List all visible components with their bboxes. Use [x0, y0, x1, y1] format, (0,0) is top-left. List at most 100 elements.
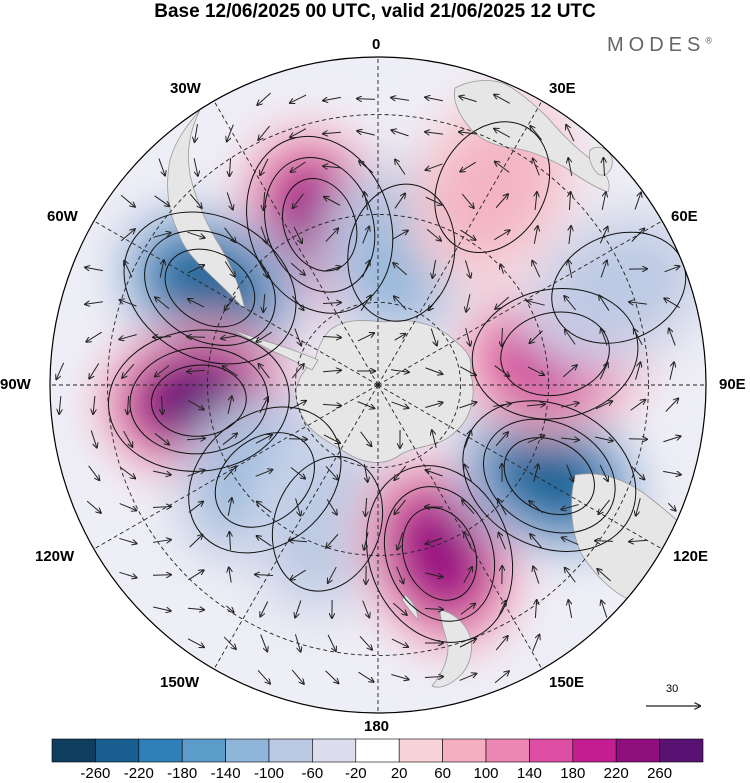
wind-arrow — [424, 677, 443, 678]
wind-arrow — [566, 125, 575, 142]
wind-arrow — [561, 403, 578, 408]
wind-arrow — [290, 262, 305, 275]
wind-arrow — [188, 299, 205, 308]
wind-arrow — [120, 194, 135, 207]
colorbar-tick-label: -60 — [301, 765, 324, 782]
contour-line — [503, 437, 595, 516]
wind-arrow — [465, 260, 470, 277]
wind-arrow — [187, 231, 204, 238]
wind-arrow — [663, 471, 681, 474]
wind-arrow — [193, 158, 198, 176]
lon-label-150e: 150E — [549, 674, 585, 691]
colorbar-tick-label: -20 — [344, 765, 367, 782]
wind-arrow — [260, 260, 267, 278]
wind-arrow — [459, 639, 476, 648]
wind-arrow — [459, 96, 477, 103]
wind-arrow — [257, 536, 272, 547]
wind-arrow — [292, 295, 303, 310]
meridian-line — [377, 384, 663, 550]
wind-arrow — [495, 636, 508, 651]
anomaly-contours — [108, 121, 687, 643]
wind-arrow — [258, 125, 271, 140]
wind-arrow — [495, 296, 510, 309]
wind-arrow — [631, 466, 645, 480]
wind-arrow — [495, 194, 508, 209]
wind-arrow — [533, 566, 540, 584]
wind-arrow — [394, 465, 407, 480]
wind-arrow — [532, 635, 540, 652]
wind-arrow — [494, 365, 510, 377]
wind-arrow — [259, 397, 268, 414]
wind-arrow — [122, 363, 135, 378]
colorbar-tick-label: -100 — [253, 765, 285, 782]
colorbar-swatch — [268, 738, 313, 763]
contour-line — [500, 311, 610, 397]
wind-arrow — [461, 193, 473, 208]
wind-arrow — [391, 130, 409, 137]
wind-arrow — [426, 470, 443, 477]
wind-arrow — [494, 95, 511, 104]
wind-arrow — [494, 230, 509, 241]
wind-arrow — [459, 402, 476, 409]
wind-arrow — [229, 567, 231, 583]
wind-arrow — [393, 263, 408, 276]
meridian-line — [93, 384, 379, 550]
wind-arrow — [290, 94, 307, 103]
wind-arrow — [425, 572, 443, 577]
wind-arrow — [59, 395, 61, 414]
wind-arrow — [530, 126, 543, 141]
lon-label-30e: 30E — [549, 80, 576, 97]
wind-arrow — [527, 435, 545, 443]
wind-arrow — [119, 537, 136, 543]
wind-arrow — [120, 300, 137, 307]
wind-arrow — [328, 566, 337, 583]
colorbar-swatch — [615, 738, 660, 763]
graticule — [50, 57, 706, 713]
wind-arrow — [394, 334, 406, 341]
colorbar-tick-label: 260 — [647, 765, 673, 782]
wind-arrow — [188, 502, 203, 513]
wind-arrow — [289, 540, 308, 542]
wind-arrow — [425, 196, 442, 204]
wind-arrow — [533, 464, 538, 482]
wind-arrow — [494, 129, 511, 138]
wind-arrow — [291, 669, 304, 684]
wind-arrow — [152, 506, 171, 507]
wind-arrow — [295, 600, 302, 617]
wind-arrow — [459, 366, 476, 376]
wind-arrow — [599, 227, 607, 244]
colorbar-swatch — [398, 738, 443, 763]
wind-arrow — [224, 227, 236, 242]
wind-arrow — [229, 157, 230, 176]
wind-arrow — [293, 193, 304, 208]
wind-arrow — [568, 260, 571, 278]
latitude-circle — [107, 114, 649, 656]
wind-arrow — [459, 132, 477, 134]
wind-arrow — [601, 192, 606, 210]
wind-arrow — [425, 403, 442, 408]
wind-arrow — [56, 362, 65, 379]
wind-arrow — [85, 267, 103, 270]
wind-arrow — [425, 132, 443, 134]
wind-arrow — [322, 336, 341, 337]
wind-arrow — [154, 433, 169, 444]
lon-label-90e: 90E — [719, 376, 746, 393]
wind-arrow — [595, 401, 612, 410]
colorbar-tick-label: 140 — [516, 765, 542, 782]
wind-arrow — [187, 608, 204, 610]
wind-vectors — [56, 92, 681, 684]
wind-arrow — [323, 166, 342, 168]
wind-arrow — [260, 158, 269, 175]
colorbar-swatch — [659, 738, 704, 763]
wind-arrow — [466, 294, 471, 312]
wind-arrow — [631, 228, 644, 242]
wind-arrow — [425, 97, 443, 102]
lon-label-180: 180 — [364, 718, 390, 735]
meridian-line — [377, 220, 663, 386]
wind-arrow — [323, 267, 340, 272]
meridian-line — [213, 384, 379, 670]
wind-arrow — [561, 504, 579, 510]
meridian-line — [93, 220, 379, 386]
wind-arrow — [256, 331, 272, 342]
